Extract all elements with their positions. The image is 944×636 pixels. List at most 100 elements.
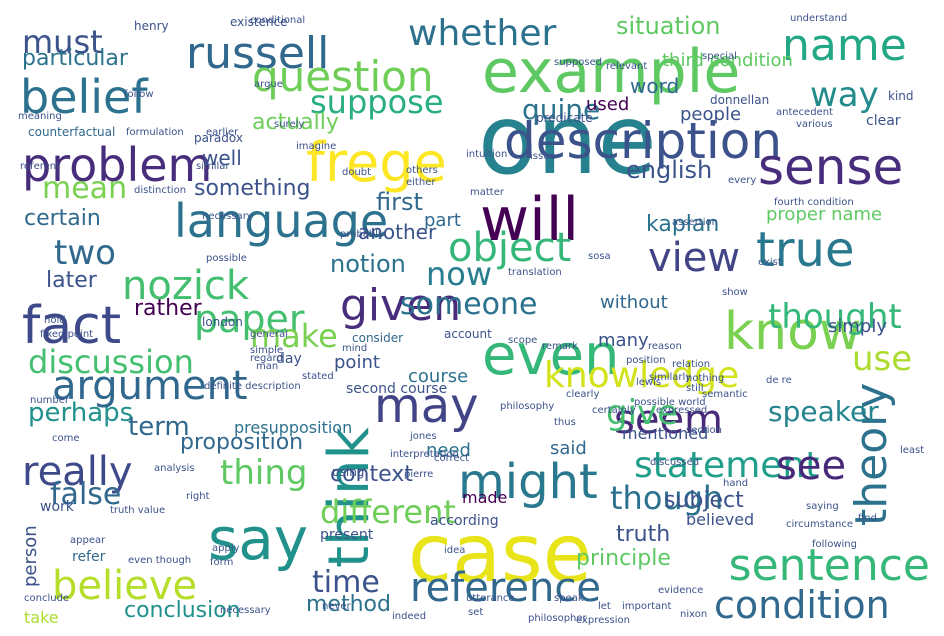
cloud-word: follow	[124, 89, 154, 100]
cloud-word: section	[686, 425, 723, 436]
cloud-word: view	[648, 235, 741, 281]
cloud-word: belief	[20, 70, 148, 124]
cloud-word: surely	[274, 119, 305, 130]
cloud-word: assertion	[672, 217, 718, 228]
cloud-word: day	[276, 351, 302, 367]
cloud-word: de re	[766, 375, 792, 386]
cloud-word: quine	[522, 93, 601, 126]
cloud-word: condition	[714, 583, 890, 627]
cloud-word: though	[610, 479, 724, 517]
cloud-word: important	[622, 601, 672, 612]
cloud-word: made	[462, 488, 508, 507]
cloud-word: semantic	[702, 389, 748, 400]
cloud-word: sosa	[588, 251, 611, 262]
cloud-word: later	[46, 268, 97, 293]
cloud-word: may	[374, 378, 479, 434]
cloud-word: certain	[24, 206, 101, 231]
cloud-word: actually	[252, 110, 339, 135]
cloud-word: donnellan	[710, 93, 770, 107]
cloud-word: supposed	[554, 57, 603, 68]
cloud-word: proper name	[766, 204, 883, 225]
cloud-word: english	[626, 156, 713, 184]
cloud-word: russell	[186, 28, 330, 79]
cloud-word: even though	[128, 555, 192, 566]
cloud-word: method	[306, 592, 391, 617]
cloud-word: particular	[22, 46, 128, 71]
cloud-word: saying	[806, 501, 839, 512]
cloud-word: must	[22, 23, 103, 61]
cloud-word: fixed point	[40, 329, 94, 340]
cloud-word: need	[426, 440, 471, 461]
cloud-word: description	[504, 112, 783, 170]
cloud-word: similarly	[649, 372, 692, 383]
cloud-word: conditional	[250, 15, 306, 26]
cloud-word: come	[52, 433, 80, 444]
cloud-word: clearly	[566, 389, 600, 400]
cloud-word: london	[202, 315, 243, 329]
cloud-word: mentioned	[622, 424, 709, 443]
cloud-word: distinction	[134, 185, 187, 196]
cloud-word: argument	[52, 363, 248, 409]
cloud-word: number	[30, 395, 70, 406]
cloud-word: rather	[134, 296, 202, 321]
cloud-word: thus	[554, 417, 576, 428]
cloud-word: reason	[648, 341, 682, 352]
cloud-word: formulation	[126, 127, 184, 138]
cloud-word: discussion	[28, 343, 194, 381]
cloud-word: scope	[508, 335, 538, 346]
cloud-word: correct	[434, 453, 470, 464]
cloud-word: apply	[212, 543, 240, 554]
cloud-word: form	[210, 557, 234, 568]
cloud-word: discussed	[650, 457, 700, 468]
cloud-word: something	[194, 176, 311, 201]
cloud-word: statement	[634, 445, 820, 486]
cloud-word: whether	[408, 13, 557, 54]
cloud-word: name	[782, 20, 907, 71]
cloud-word: doubt	[342, 167, 372, 178]
cloud-word: different	[320, 493, 456, 531]
cloud-word: someone	[400, 287, 538, 322]
cloud-word: know	[724, 302, 862, 362]
cloud-word: nothing	[686, 373, 725, 384]
cloud-word: lewis	[636, 377, 662, 388]
cloud-word: speak	[554, 593, 584, 604]
cloud-word: conclude	[24, 593, 70, 604]
cloud-word: issue	[530, 151, 556, 162]
cloud-word: third condition	[662, 50, 793, 71]
cloud-word: henry	[134, 19, 169, 33]
cloud-word: really	[22, 449, 133, 495]
cloud-word: remark	[542, 341, 578, 352]
cloud-word: say	[208, 505, 309, 573]
cloud-word: let	[598, 601, 611, 612]
cloud-word: necessary	[202, 211, 253, 222]
cloud-word: conclusion	[124, 598, 241, 623]
cloud-word: even	[482, 323, 620, 388]
cloud-word: meaning	[18, 111, 62, 122]
cloud-word: understand	[790, 13, 848, 24]
cloud-word: still	[686, 383, 704, 394]
cloud-word: following	[812, 539, 857, 550]
cloud-word: pierre	[404, 469, 434, 480]
cloud-word: interpretation	[390, 449, 459, 460]
cloud-word: true	[756, 222, 855, 278]
cloud-word: believe	[52, 563, 198, 609]
cloud-word: mind	[342, 343, 368, 354]
cloud-word: notion	[330, 250, 406, 278]
cloud-word: false	[50, 477, 122, 512]
cloud-word: second course	[346, 381, 448, 397]
cloud-word: truth value	[110, 505, 166, 516]
cloud-word: paper	[194, 297, 305, 341]
cloud-word: use	[852, 339, 913, 379]
cloud-word: give	[606, 393, 679, 433]
cloud-word: general	[250, 329, 289, 340]
cloud-word: part	[424, 210, 461, 231]
cloud-word: language	[174, 194, 389, 248]
cloud-word: existence	[230, 15, 288, 29]
cloud-word: time	[312, 565, 380, 600]
cloud-word: present	[320, 527, 374, 543]
cloud-word: fourth condition	[774, 197, 854, 208]
cloud-word: believed	[686, 510, 755, 529]
cloud-word: refer	[72, 549, 106, 565]
cloud-word: now	[426, 255, 493, 293]
cloud-word: given	[340, 280, 462, 331]
